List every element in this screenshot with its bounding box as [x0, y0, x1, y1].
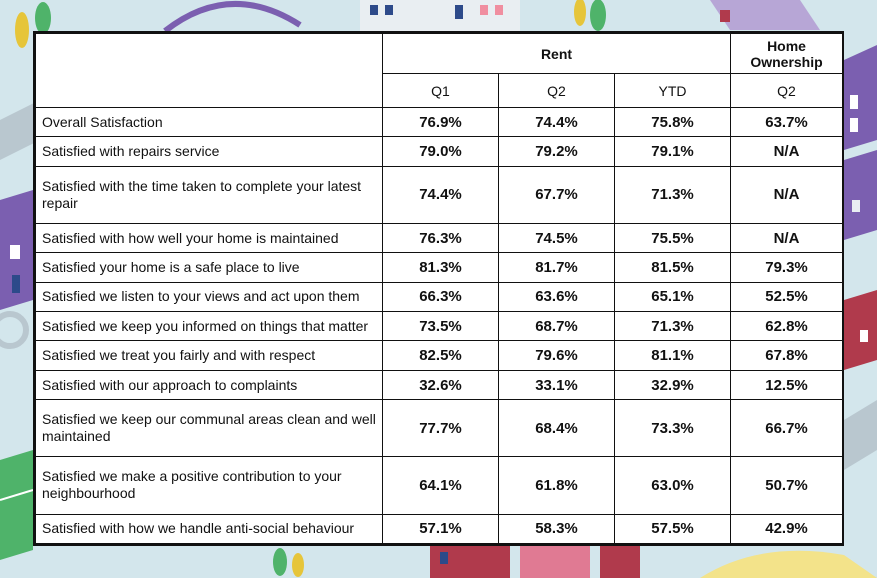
- row-label: Satisfied with repairs service: [35, 136, 383, 167]
- row-label: Satisfied your home is a safe place to l…: [35, 252, 383, 283]
- row-label: Satisfied we make a positive contributio…: [35, 456, 383, 515]
- home-ownership-q2-value: 42.9%: [730, 513, 844, 545]
- rent-ytd-value: 63.0%: [613, 456, 732, 515]
- table-row: Satisfied with our approach to complaint…: [35, 369, 844, 401]
- row-label: Satisfied we keep our communal areas cle…: [35, 399, 383, 458]
- row-label: Satisfied with our approach to complaint…: [35, 369, 383, 401]
- home-ownership-q2-value: N/A: [730, 222, 844, 254]
- table-row: Satisfied with how well your home is mai…: [35, 222, 844, 254]
- header-row-groups: Rent Home Ownership: [35, 33, 844, 108]
- rent-q1-value: 57.1%: [382, 513, 499, 545]
- rent-q2-value: 79.6%: [498, 340, 615, 371]
- row-label: Overall Satisfaction: [35, 106, 383, 138]
- home-ownership-q2-value: 66.7%: [730, 399, 844, 458]
- header-rent-q1: Q1: [382, 73, 499, 108]
- row-label: Satisfied with how well your home is mai…: [35, 222, 383, 254]
- rent-q1-value: 77.7%: [382, 399, 499, 458]
- header-ho-q2: Q2: [730, 73, 844, 108]
- table-row: Satisfied we treat you fairly and with r…: [35, 340, 844, 371]
- header-home-ownership: Home Ownership: [730, 33, 844, 74]
- rent-q2-value: 81.7%: [498, 252, 615, 283]
- rent-q1-value: 73.5%: [382, 311, 499, 342]
- header-rent-ytd: YTD: [613, 73, 732, 108]
- rent-q1-value: 76.3%: [382, 222, 499, 254]
- row-label: Satisfied we listen to your views and ac…: [35, 281, 383, 313]
- rent-q1-value: 82.5%: [382, 340, 499, 371]
- row-label: Satisfied with the time taken to complet…: [35, 165, 383, 224]
- rent-q1-value: 32.6%: [382, 369, 499, 401]
- header-rent: Rent: [381, 33, 732, 74]
- rent-q2-value: 33.1%: [498, 369, 615, 401]
- home-ownership-q2-value: 67.8%: [730, 340, 844, 371]
- rent-ytd-value: 81.1%: [613, 340, 732, 371]
- rent-q2-value: 79.2%: [498, 136, 615, 167]
- table-row: Overall Satisfaction 76.9% 74.4% 75.8% 6…: [35, 106, 844, 138]
- table-row: Satisfied with repairs service 79.0% 79.…: [35, 136, 844, 167]
- rent-q1-value: 79.0%: [382, 136, 499, 167]
- rent-ytd-value: 75.5%: [613, 222, 732, 254]
- rent-ytd-value: 81.5%: [613, 252, 732, 283]
- rent-q2-value: 68.7%: [498, 311, 615, 342]
- table-row: Satisfied we keep our communal areas cle…: [35, 399, 844, 458]
- home-ownership-q2-value: 79.3%: [730, 252, 844, 283]
- header-corner-cell: [35, 33, 383, 108]
- rent-ytd-value: 71.3%: [613, 165, 732, 224]
- rent-q1-value: 64.1%: [382, 456, 499, 515]
- home-ownership-q2-value: 52.5%: [730, 281, 844, 313]
- table-row: Satisfied your home is a safe place to l…: [35, 252, 844, 283]
- home-ownership-q2-value: 12.5%: [730, 369, 844, 401]
- rent-q2-value: 74.4%: [498, 106, 615, 138]
- rent-q2-value: 68.4%: [498, 399, 615, 458]
- rent-q1-value: 74.4%: [382, 165, 499, 224]
- rent-ytd-value: 75.8%: [613, 106, 732, 138]
- table-row: Satisfied we make a positive contributio…: [35, 456, 844, 515]
- table-row: Satisfied we listen to your views and ac…: [35, 281, 844, 313]
- header-rent-q2: Q2: [498, 73, 615, 108]
- rent-q1-value: 81.3%: [382, 252, 499, 283]
- table-row: Satisfied we keep you informed on things…: [35, 311, 844, 342]
- home-ownership-q2-value: 63.7%: [730, 106, 844, 138]
- row-label: Satisfied we treat you fairly and with r…: [35, 340, 383, 371]
- table-row: Satisfied with the time taken to complet…: [35, 165, 844, 224]
- rent-ytd-value: 32.9%: [613, 369, 732, 401]
- home-ownership-q2-value: 50.7%: [730, 456, 844, 515]
- rent-ytd-value: 57.5%: [613, 513, 732, 545]
- home-ownership-q2-value: 62.8%: [730, 311, 844, 342]
- rent-q1-value: 76.9%: [382, 106, 499, 138]
- rent-ytd-value: 65.1%: [613, 281, 732, 313]
- satisfaction-table: Rent Home Ownership Q1 Q2 YTD Q2 Overall…: [35, 33, 844, 545]
- home-ownership-q2-value: N/A: [730, 136, 844, 167]
- table-row: Satisfied with how we handle anti-social…: [35, 513, 844, 545]
- rent-q1-value: 66.3%: [382, 281, 499, 313]
- rent-q2-value: 74.5%: [498, 222, 615, 254]
- rent-ytd-value: 73.3%: [613, 399, 732, 458]
- home-ownership-q2-value: N/A: [730, 165, 844, 224]
- rent-q2-value: 58.3%: [498, 513, 615, 545]
- rent-q2-value: 67.7%: [498, 165, 615, 224]
- rent-q2-value: 61.8%: [498, 456, 615, 515]
- header-row-periods: Q1 Q2 YTD Q2: [36, 73, 844, 108]
- rent-q2-value: 63.6%: [498, 281, 615, 313]
- rent-ytd-value: 71.3%: [613, 311, 732, 342]
- rent-ytd-value: 79.1%: [613, 136, 732, 167]
- row-label: Satisfied we keep you informed on things…: [35, 311, 383, 342]
- row-label: Satisfied with how we handle anti-social…: [35, 513, 383, 545]
- satisfaction-table-container: Rent Home Ownership Q1 Q2 YTD Q2 Overall…: [33, 31, 844, 546]
